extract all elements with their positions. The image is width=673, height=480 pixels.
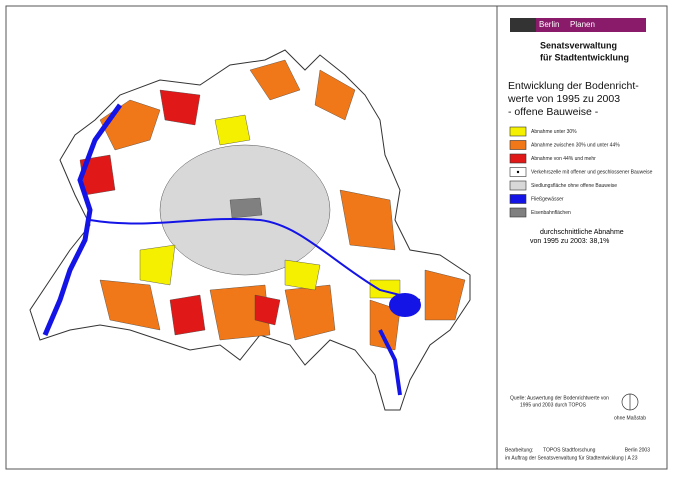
summary: von 1995 zu 2003: 38,1% bbox=[530, 238, 609, 245]
zone bbox=[159, 89, 201, 126]
map-title: Entwicklung der Bodenricht- bbox=[508, 80, 639, 92]
river bbox=[89, 217, 421, 301]
zone bbox=[139, 244, 176, 286]
legend-label: Eisenbahnflächen bbox=[531, 210, 571, 216]
credits-label: Bearbeitung: bbox=[505, 447, 533, 453]
zone bbox=[214, 114, 251, 146]
source: 1995 und 2003 durch TOPOS bbox=[520, 402, 587, 408]
credits-commission: im Auftrag der Senatsverwaltung für Stad… bbox=[505, 455, 638, 461]
scale-note: ohne Maßstab bbox=[614, 415, 646, 421]
map-subtitle: - offene Bauweise - bbox=[508, 106, 599, 118]
zone bbox=[284, 259, 321, 291]
legend-swatch bbox=[509, 180, 527, 191]
logo: Berlin Planen bbox=[510, 18, 646, 32]
legend-label: Verkehrszelle mit offener und geschlosse… bbox=[531, 169, 653, 175]
logo-bar bbox=[536, 18, 646, 32]
zone bbox=[254, 294, 281, 326]
organisation: Senatsverwaltung bbox=[540, 40, 617, 50]
zone bbox=[339, 189, 396, 251]
legend-label: Abnahme unter 30% bbox=[531, 129, 577, 135]
zone bbox=[169, 294, 206, 336]
source: Quelle: Auswertung der Bodenrichtwerte v… bbox=[510, 395, 609, 401]
rail-area bbox=[229, 197, 263, 219]
zone bbox=[369, 279, 401, 299]
legend-swatch bbox=[509, 207, 527, 218]
legend-label: Siedlungsfläche ohne offene Bauweise bbox=[531, 183, 617, 189]
legend-swatch bbox=[509, 140, 527, 150]
zones bbox=[79, 59, 466, 351]
logo-right: Planen bbox=[570, 20, 595, 29]
legend-swatch bbox=[509, 153, 527, 164]
zone bbox=[249, 59, 301, 101]
zone bbox=[99, 279, 161, 331]
legend-label: Abnahme zwischen 30% und unter 44% bbox=[531, 142, 620, 148]
river bbox=[378, 329, 402, 396]
rivers bbox=[42, 103, 421, 396]
organisation: für Stadtentwicklung bbox=[540, 52, 629, 62]
river bbox=[42, 103, 123, 336]
map-title: werte von 1995 zu 2003 bbox=[507, 93, 620, 105]
legend-label: Abnahme von 44% und mehr bbox=[531, 156, 596, 162]
north-arrow bbox=[621, 393, 639, 411]
credits-author: TOPOS Stadtforschung bbox=[543, 447, 596, 453]
legend-dot bbox=[516, 170, 520, 174]
legend: Abnahme unter 30% Abnahme zwischen 30% un… bbox=[509, 126, 653, 218]
zone bbox=[424, 269, 466, 321]
lake bbox=[389, 293, 421, 317]
legend-swatch bbox=[509, 194, 527, 204]
legend-label: Fließgewässer bbox=[531, 196, 564, 202]
summary: durchschnittliche Abnahme bbox=[540, 229, 624, 236]
zone bbox=[314, 69, 356, 121]
city-map bbox=[29, 49, 471, 411]
logo-left: Berlin bbox=[539, 20, 559, 29]
logo-mark bbox=[510, 18, 536, 32]
legend-swatch bbox=[509, 126, 527, 137]
credits-place: Berlin 2003 bbox=[625, 447, 651, 453]
